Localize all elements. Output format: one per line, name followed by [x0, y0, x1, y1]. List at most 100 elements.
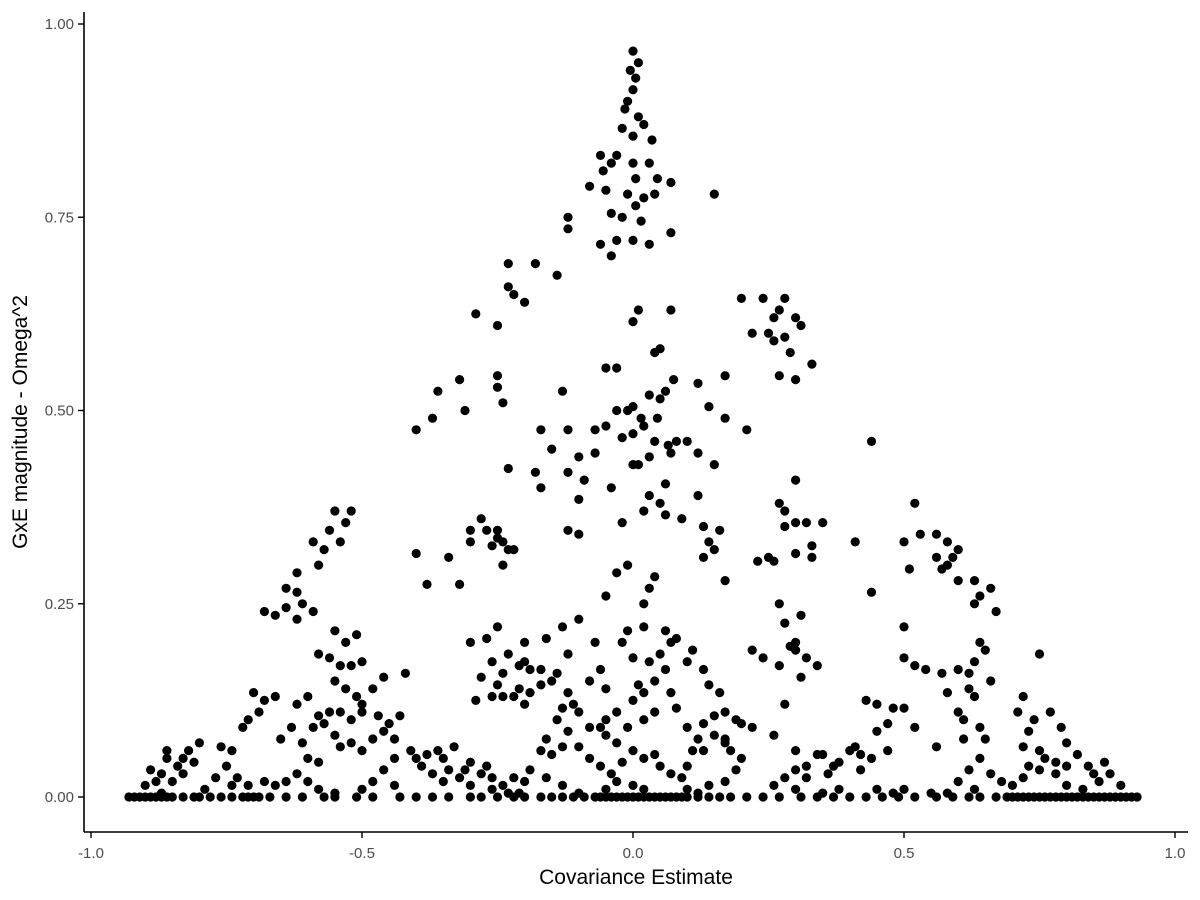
data-point	[606, 208, 616, 218]
data-point	[942, 537, 953, 547]
data-point	[780, 773, 790, 783]
data-point	[639, 622, 649, 632]
data-point	[986, 769, 996, 779]
data-point	[791, 475, 801, 485]
data-point	[341, 684, 351, 694]
data-point	[444, 552, 454, 563]
data-point	[330, 626, 340, 636]
data-point	[259, 776, 269, 787]
data-point	[346, 506, 356, 516]
data-point	[660, 386, 671, 396]
data-point	[628, 46, 638, 56]
data-point	[620, 104, 630, 114]
data-point	[742, 792, 752, 802]
data-point	[791, 375, 801, 385]
data-point	[335, 742, 345, 752]
data-point	[644, 158, 654, 168]
data-point	[628, 317, 638, 327]
data-point	[758, 653, 768, 663]
x-axis-ticks: -1.0 -0.5 0.0 0.5 1.0	[78, 832, 1185, 862]
data-point	[498, 691, 508, 702]
data-point	[660, 626, 671, 636]
data-point	[249, 688, 259, 698]
data-point	[910, 792, 920, 802]
data-point	[964, 684, 974, 694]
data-point	[652, 413, 663, 423]
data-point	[1013, 707, 1023, 717]
data-point	[953, 576, 963, 586]
data-point	[520, 699, 530, 709]
data-point	[254, 707, 264, 717]
data-point	[650, 676, 660, 686]
data-point	[167, 776, 177, 787]
data-point	[953, 776, 963, 787]
data-point	[389, 753, 400, 764]
data-point	[731, 715, 741, 725]
data-point	[384, 719, 394, 729]
data-point	[324, 707, 335, 717]
data-point	[953, 664, 963, 675]
data-point	[563, 525, 573, 535]
data-point	[628, 131, 638, 141]
data-point	[411, 548, 421, 559]
data-point	[682, 784, 692, 794]
data-point	[389, 734, 400, 744]
data-point	[324, 525, 335, 535]
data-point	[563, 212, 573, 222]
data-point	[346, 715, 356, 725]
data-point	[812, 661, 822, 671]
data-point	[677, 773, 687, 783]
data-point	[585, 722, 595, 733]
data-point	[270, 691, 280, 702]
data-point	[194, 738, 204, 748]
data-point	[352, 630, 362, 640]
data-point	[639, 119, 649, 130]
data-point	[682, 657, 692, 667]
data-point	[769, 336, 779, 346]
data-point	[270, 780, 280, 791]
data-point	[617, 212, 627, 222]
data-point	[541, 773, 551, 783]
data-point	[617, 433, 627, 443]
data-point	[286, 722, 297, 733]
data-point	[606, 158, 616, 168]
data-point	[931, 742, 942, 752]
data-point	[444, 792, 454, 802]
data-point	[872, 726, 882, 736]
data-point	[780, 699, 790, 709]
data-point	[866, 753, 877, 764]
data-point	[780, 293, 790, 303]
data-point	[601, 730, 611, 740]
data-point	[319, 545, 329, 555]
data-point	[693, 378, 703, 388]
data-point	[557, 780, 568, 791]
data-point	[314, 757, 324, 767]
data-point	[774, 792, 784, 802]
data-point	[509, 289, 519, 300]
data-point	[666, 305, 676, 315]
data-point	[617, 757, 627, 767]
data-point	[460, 765, 470, 775]
data-point	[650, 436, 660, 446]
data-point	[1056, 722, 1066, 733]
data-point	[964, 765, 974, 775]
data-point	[341, 518, 351, 528]
data-point	[227, 746, 237, 756]
data-point	[628, 460, 638, 470]
data-point	[498, 398, 508, 408]
data-point	[774, 599, 784, 609]
data-point	[368, 792, 378, 802]
data-point	[1089, 769, 1099, 779]
data-point	[146, 765, 156, 775]
data-point	[476, 514, 486, 524]
data-point	[492, 792, 503, 802]
data-point	[612, 707, 622, 717]
data-point	[953, 545, 963, 555]
data-point	[547, 792, 557, 802]
x-axis-title: Covariance Estimate	[539, 866, 733, 889]
data-point	[422, 749, 432, 760]
data-point	[969, 599, 980, 609]
data-point	[812, 792, 822, 802]
data-point	[346, 661, 356, 671]
